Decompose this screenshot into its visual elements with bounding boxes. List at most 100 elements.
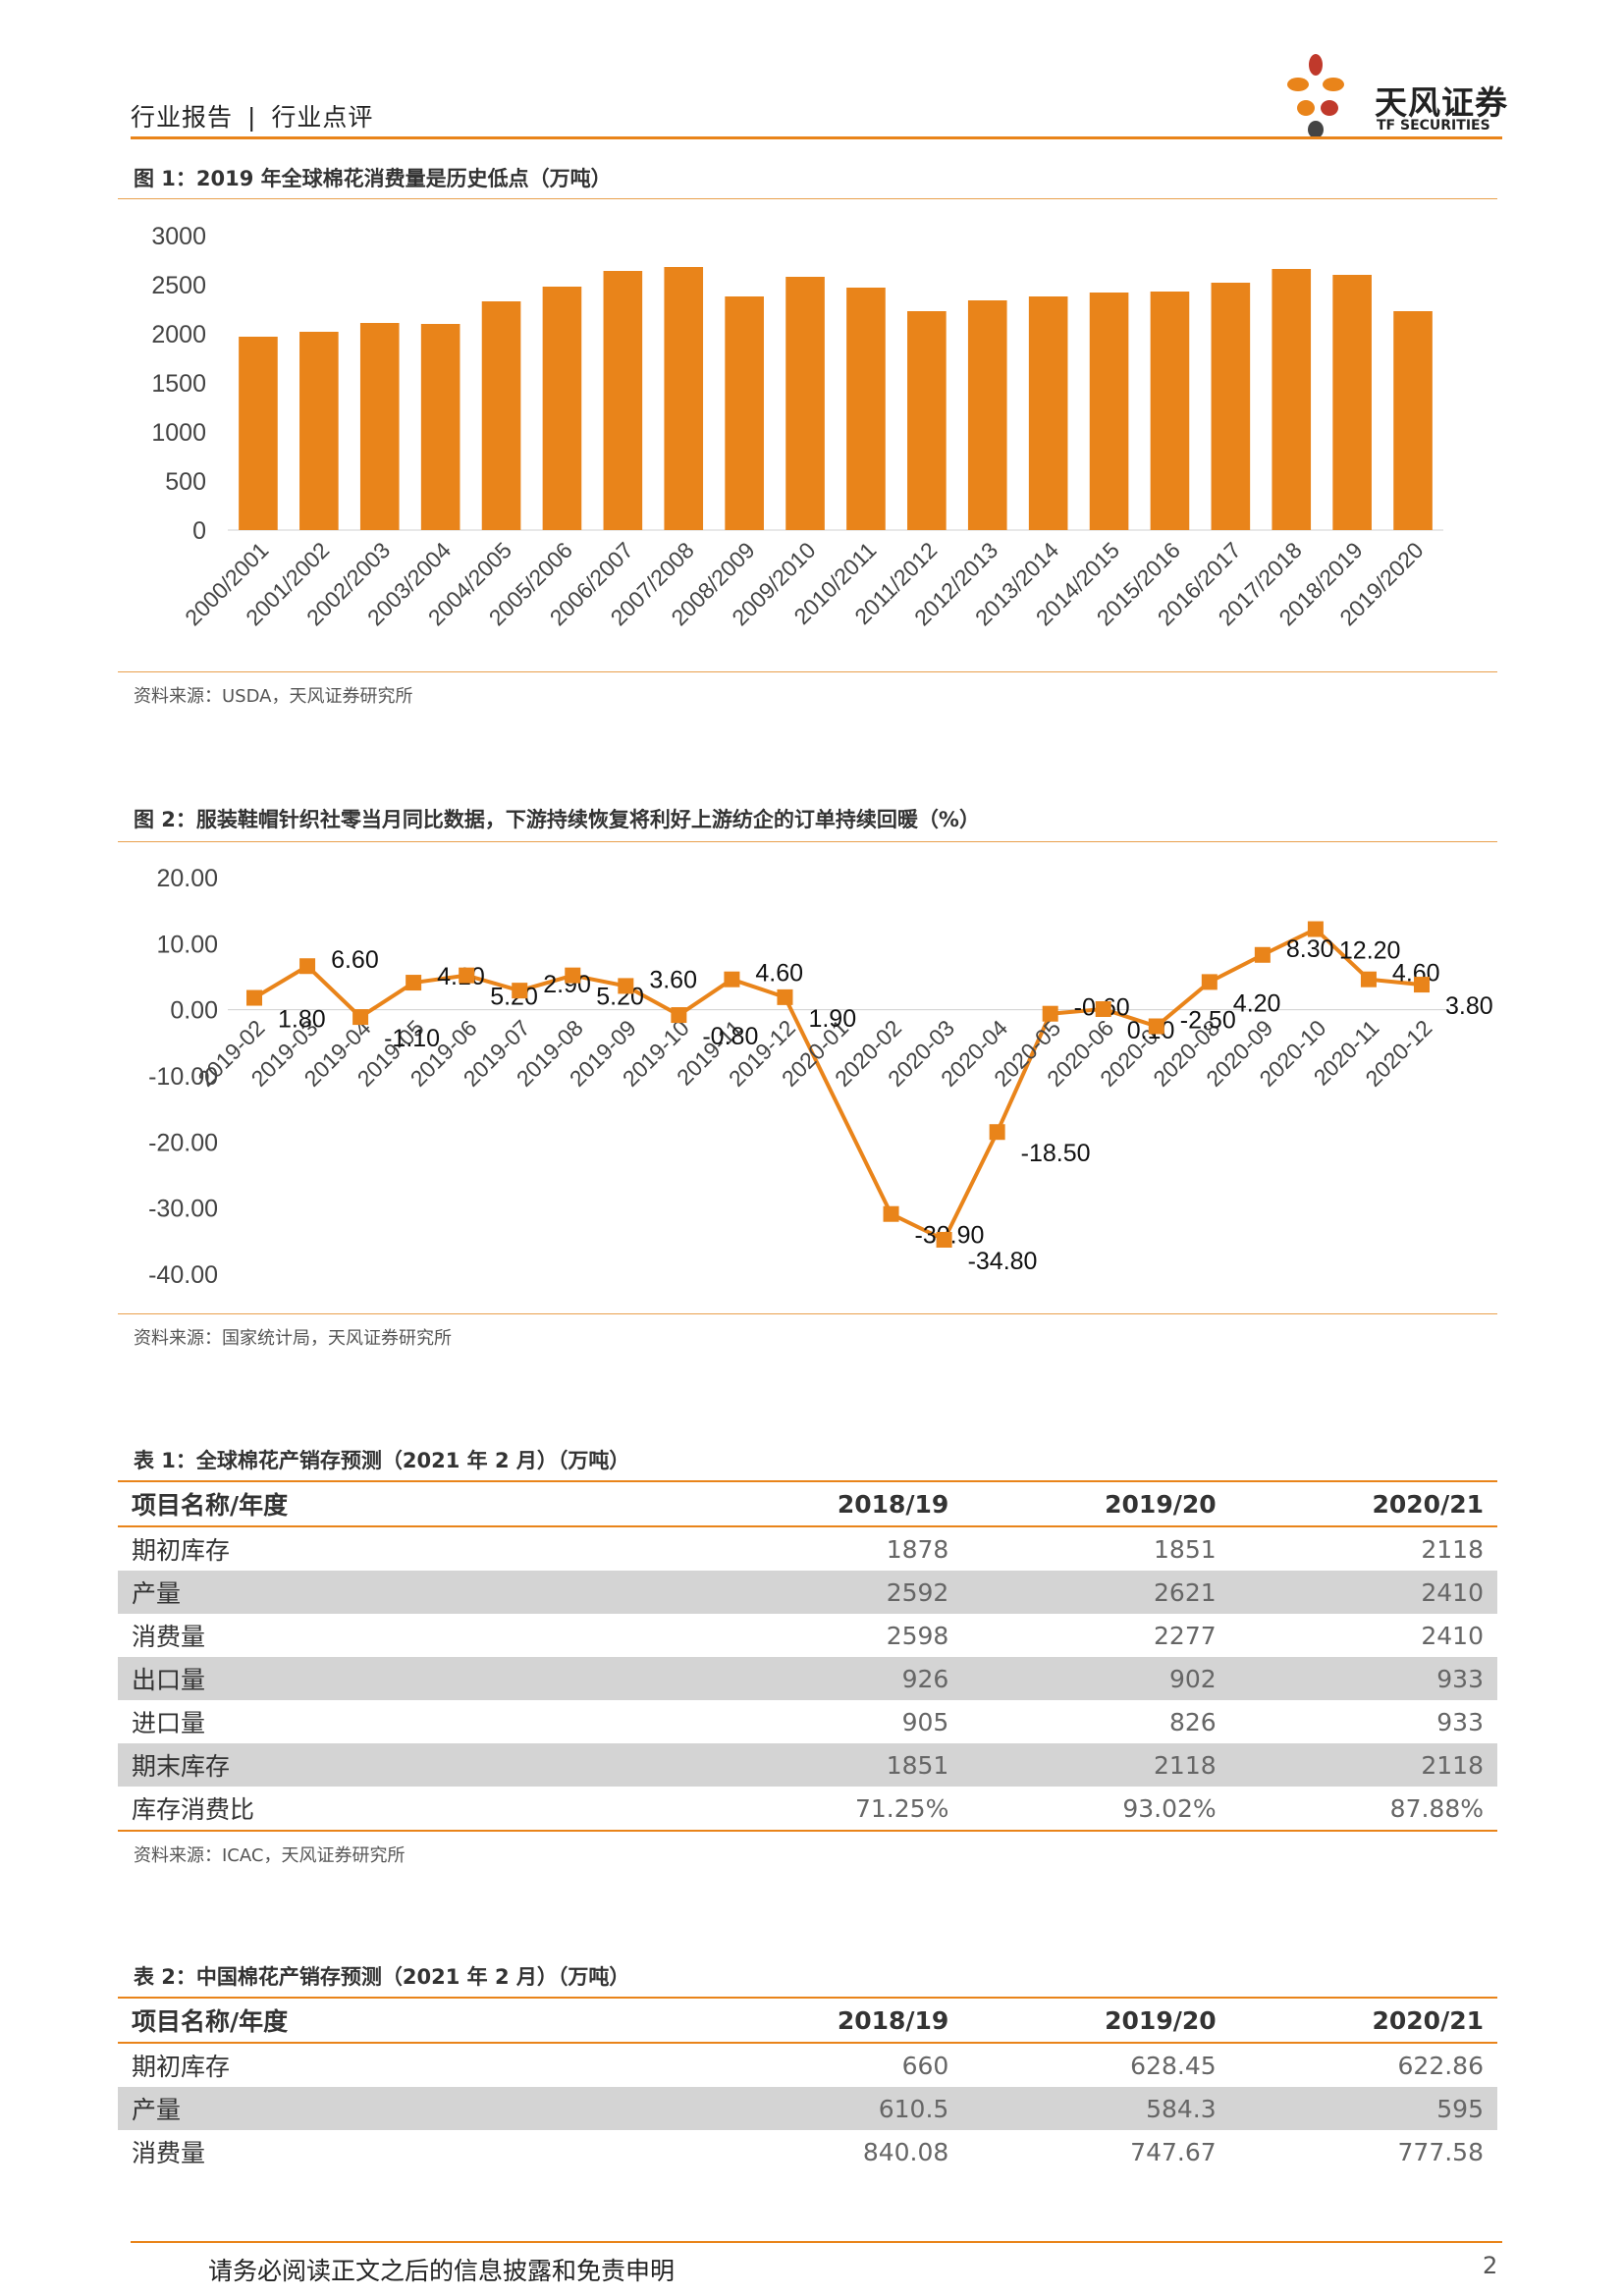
table-cell: 840.08: [862, 2137, 949, 2166]
table1-title: 表 1：全球棉花产销存预测（2021 年 2 月）（万吨）: [134, 1449, 630, 1472]
table-row: 消费量 840.08 747.67 777.58: [118, 2130, 1497, 2173]
table-header-cell: 项目名称/年度: [118, 1997, 695, 2044]
flower-logo-icon: [1287, 54, 1344, 138]
y-tick-label: -40.00: [148, 1261, 218, 1289]
data-label: 3.60: [649, 966, 697, 993]
data-label: -0.80: [702, 1023, 758, 1050]
data-point: [777, 988, 793, 1005]
table-cell: 628.45: [1130, 2051, 1217, 2080]
table-row: 期末库存 1851 2118 2118: [118, 1743, 1497, 1787]
y-tick-label: 2500: [151, 272, 206, 299]
footer-divider: [131, 2241, 1502, 2243]
data-label: 6.60: [331, 946, 379, 974]
y-tick-label: 0.00: [170, 997, 218, 1025]
figure1-bottom-rule: [118, 671, 1497, 672]
bar: [846, 288, 886, 530]
data-point: [1254, 946, 1271, 963]
data-point: [459, 967, 475, 984]
bar: [1028, 296, 1068, 530]
figure1-top-rule: [118, 198, 1497, 199]
data-point: [565, 967, 581, 984]
table-row: 期初库存 1878 1851 2118: [118, 1526, 1497, 1571]
data-point: [1307, 921, 1324, 937]
table-row: 库存消费比 71.25% 93.02% 87.88%: [118, 1787, 1497, 1832]
table-cell: 933: [1436, 1707, 1484, 1736]
table-cell: 595: [1229, 2087, 1497, 2130]
table-header-cell: 项目名称/年度: [118, 1480, 695, 1527]
table-cell: 747.67: [1130, 2137, 1217, 2166]
y-tick-label: -20.00: [148, 1129, 218, 1156]
bar: [420, 324, 460, 530]
table-cell: 2410: [1229, 1571, 1497, 1614]
data-label: -34.80: [968, 1248, 1038, 1275]
bar: [1272, 269, 1312, 530]
header-divider: [131, 136, 1502, 139]
table-header-cell: 2019/20: [962, 1997, 1230, 2044]
table1-source: 资料来源：ICAC，天风证券研究所: [134, 1845, 406, 1866]
data-label: -1.10: [384, 1025, 440, 1052]
header-separator: |: [246, 103, 257, 132]
data-label: 1.80: [278, 1006, 326, 1034]
data-label: 12.20: [1339, 937, 1401, 965]
table-cell: 660: [901, 2051, 949, 2080]
table-row: 消费量 2598 2277 2410: [118, 1614, 1497, 1657]
y-tick-label: 2000: [151, 321, 206, 348]
data-label: 4.20: [1233, 989, 1281, 1017]
table-cell: 产量: [118, 2087, 695, 2130]
table2: 项目名称/年度 2018/19 2019/20 2020/21 期初库存 660…: [118, 1997, 1497, 2173]
data-point: [406, 975, 422, 991]
table-cell: 933: [1229, 1657, 1497, 1700]
y-tick-label: 0: [192, 517, 206, 545]
data-point: [1413, 977, 1430, 993]
page-number: 2: [1483, 2252, 1498, 2279]
data-point: [618, 978, 634, 994]
figure2-source: 资料来源：国家统计局，天风证券研究所: [134, 1328, 452, 1349]
table-header-cell: 2018/19: [695, 1480, 963, 1527]
table-cell: 777.58: [1397, 2137, 1484, 2166]
table-row: 产量 610.5 584.3 595: [118, 2087, 1497, 2130]
table-cell: 消费量: [132, 2139, 206, 2167]
bar: [603, 271, 643, 530]
bar: [1089, 293, 1129, 530]
table-cell: 1851: [1154, 1534, 1217, 1564]
data-point: [1095, 1000, 1111, 1017]
figure2-top-rule: [118, 841, 1497, 842]
data-point: [936, 1231, 952, 1248]
table-cell: 902: [962, 1657, 1230, 1700]
data-label: 3.80: [1445, 992, 1493, 1020]
bar: [664, 267, 704, 530]
bar: [1211, 283, 1251, 530]
table-cell: 2410: [1421, 1621, 1484, 1650]
bar: [967, 300, 1007, 530]
bar: [907, 311, 947, 530]
table-cell: 2118: [962, 1743, 1230, 1787]
y-tick-label: 500: [165, 468, 206, 496]
data-point: [299, 958, 316, 975]
table-cell: 610.5: [695, 2087, 963, 2130]
table-cell: 71.25%: [695, 1787, 963, 1832]
data-label: 1.90: [808, 1005, 856, 1033]
table-cell: 2118: [1421, 1534, 1484, 1564]
table-cell: 1851: [695, 1743, 963, 1787]
figure2-title: 图 2：服装鞋帽针织社零当月同比数据，下游持续恢复将利好上游纺企的订单持续回暖（…: [134, 808, 980, 831]
bar: [1150, 292, 1190, 530]
table-cell: 2621: [962, 1571, 1230, 1614]
y-tick-label: 20.00: [156, 865, 218, 892]
data-label: -18.50: [1021, 1140, 1091, 1167]
table-row: 出口量 926 902 933: [118, 1657, 1497, 1700]
data-point: [989, 1124, 1005, 1141]
figure1-title: 图 1：2019 年全球棉花消费量是历史低点（万吨）: [134, 167, 612, 190]
figure1-source: 资料来源：USDA，天风证券研究所: [134, 686, 413, 707]
table-row: 期初库存 660 628.45 622.86: [118, 2043, 1497, 2087]
table1: 项目名称/年度 2018/19 2019/20 2020/21 期初库存 187…: [118, 1480, 1497, 1832]
report-header: 行业报告 | 行业点评: [131, 98, 373, 133]
table-header-cell: 2020/21: [1229, 1480, 1497, 1527]
table-cell: 期末库存: [118, 1743, 695, 1787]
data-point: [1042, 1005, 1058, 1022]
table-cell: 622.86: [1397, 2051, 1484, 2080]
data-point: [1148, 1018, 1164, 1035]
table-cell: 期初库存: [132, 2053, 231, 2081]
data-label: 4.60: [755, 960, 803, 988]
series-line: [252, 927, 1423, 1242]
header-section: 行业报告: [131, 103, 234, 132]
